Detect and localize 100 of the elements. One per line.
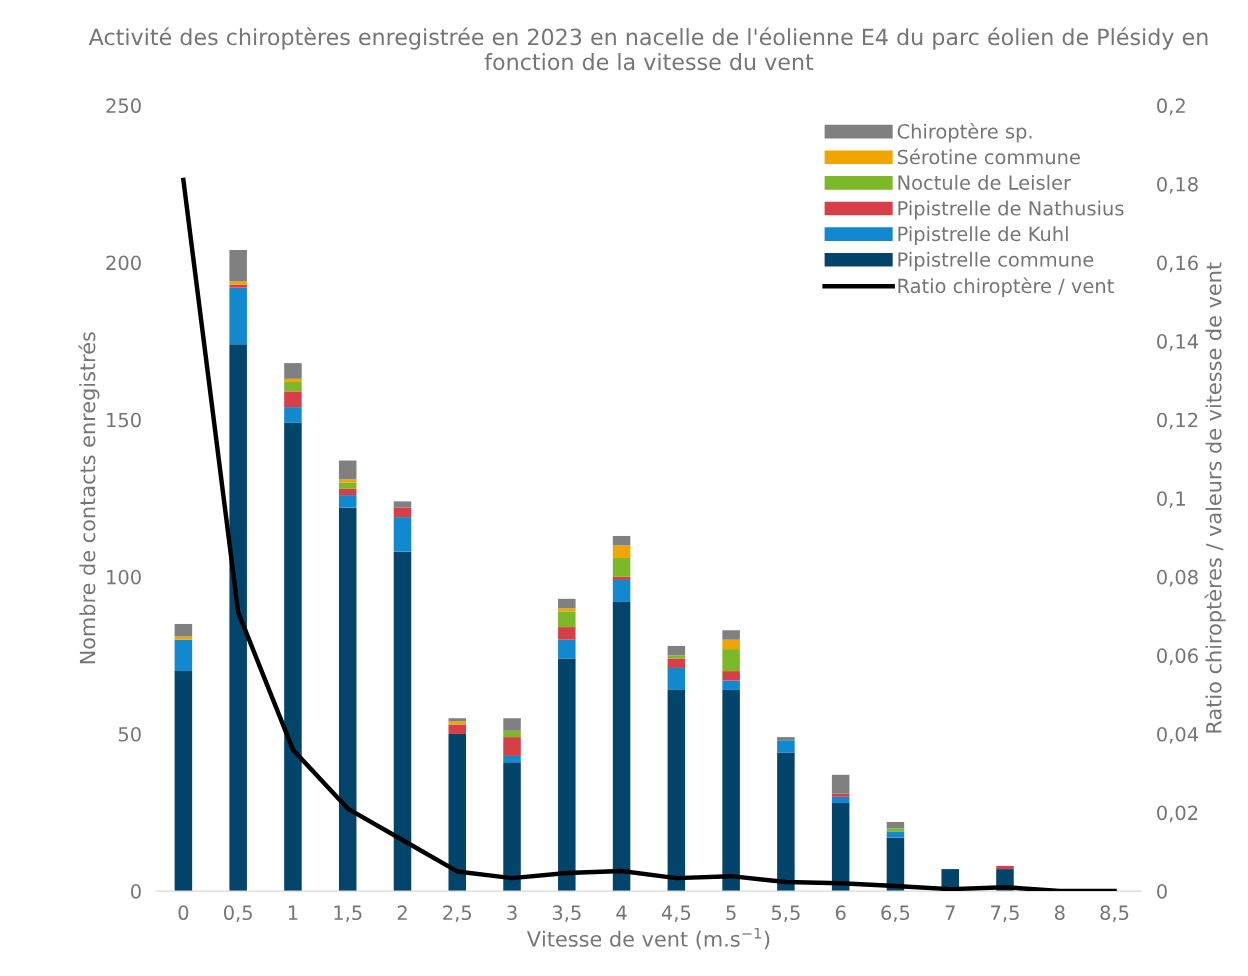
x-tick-label: 1 [288, 905, 298, 920]
bar [558, 598, 576, 609]
x-tick-label: 7 [945, 905, 955, 920]
x-tick-label: 8 [1054, 905, 1065, 921]
y2-tick-label: 0,2 [1157, 98, 1185, 116]
bar [448, 724, 467, 734]
bar [777, 737, 795, 741]
y2-tick-label: 0,06 [1157, 648, 1198, 666]
bar [503, 762, 521, 892]
bar [667, 667, 686, 690]
x-tick-label: 2 [397, 905, 407, 920]
bar [722, 689, 740, 892]
bar [338, 488, 357, 496]
bar [393, 551, 412, 892]
y2-tick-label: 0,02 [1157, 805, 1198, 823]
bar [393, 501, 412, 508]
y-tick-label: 150 [107, 412, 141, 428]
bar [667, 689, 686, 892]
bar [612, 545, 631, 558]
bar [886, 828, 905, 832]
chart-title: Activité des chiroptères enregistrée en 2023 en nacelle de l'éolienne E4 du parc éolien de Plésidy en fonction de la vitesse du vent [88, 27, 1208, 71]
bar [338, 507, 357, 892]
x-tick-label: 0,5 [223, 905, 252, 923]
bar [831, 803, 850, 892]
x-tick-label: 6,5 [881, 905, 910, 923]
bar [558, 639, 576, 659]
bar [886, 821, 905, 829]
bar [831, 793, 850, 797]
x-tick-label: 3,5 [552, 905, 581, 923]
y2-tick-label: 0,1 [1157, 491, 1185, 508]
bar [612, 557, 631, 577]
bar [338, 495, 357, 508]
bar [448, 733, 467, 892]
bar [777, 740, 795, 753]
y-tick-label: 0 [131, 884, 141, 899]
bar [174, 636, 193, 640]
bar [831, 796, 850, 804]
legend-label: Pipistrelle de Kuhl [898, 226, 1068, 245]
bar [284, 378, 302, 382]
bar [722, 671, 740, 681]
x-tick-label: 8,5 [1100, 905, 1129, 923]
bar [667, 645, 686, 656]
bar [174, 639, 193, 672]
y2-tick-label: 0,12 [1157, 412, 1198, 430]
y2-axis-title: Ratio chiroptères / valeurs de vitesse de vent [1204, 262, 1226, 733]
legend-label: Pipistrelle commune [898, 251, 1094, 271]
y-tick-label: 250 [106, 98, 141, 114]
x-tick-label: 5 [726, 905, 736, 921]
bar [722, 630, 740, 640]
x-tick-label: 4 [616, 905, 627, 920]
bar [558, 611, 576, 628]
x-tick-label: 5,5 [771, 905, 800, 923]
bar [229, 287, 247, 345]
y2-tick-label: 0,18 [1157, 176, 1198, 194]
bar [612, 579, 631, 602]
x-axis-title: Vitesse de vent (m.s$^{−1}$) [526, 927, 770, 950]
legend-label: Pipistrelle de Nathusius [898, 200, 1124, 220]
bar [229, 344, 247, 892]
bar [886, 831, 905, 838]
bar [722, 649, 740, 672]
bar [393, 517, 412, 552]
x-tick-label: 2,5 [443, 905, 472, 923]
bar [612, 535, 631, 546]
y2-tick-label: 0,16 [1157, 255, 1198, 273]
y2-tick-label: 0 [1157, 884, 1167, 899]
legend-label: Ratio chiroptère / vent [898, 277, 1114, 298]
legend-label: Sérotine commune [897, 148, 1080, 165]
bar [667, 655, 686, 659]
bar [831, 774, 850, 794]
y-tick-label: 50 [118, 726, 141, 742]
x-tick-label: 4,5 [661, 905, 691, 923]
legend-label: Noctule de Leisler [898, 174, 1072, 190]
bar [229, 249, 247, 282]
y2-tick-label: 0,04 [1157, 726, 1199, 744]
bar [338, 460, 357, 480]
y-tick-label: 100 [107, 569, 141, 585]
bar [777, 752, 795, 892]
x-tick-label: 7,5 [991, 905, 1019, 923]
bar [338, 482, 357, 489]
bar [503, 718, 521, 731]
bar [284, 391, 302, 408]
bar [558, 658, 576, 892]
bar [284, 381, 302, 392]
bar [667, 658, 686, 668]
bar [503, 737, 521, 756]
bar [558, 627, 576, 640]
bar [284, 407, 302, 423]
bar [722, 680, 740, 690]
legend-label: Chiroptère sp. [897, 122, 1032, 143]
y-tick-label: 200 [106, 255, 141, 271]
bar [503, 755, 521, 763]
x-tick-label: 1,5 [334, 905, 362, 923]
bar [338, 479, 357, 483]
x-tick-label: 3 [507, 905, 517, 921]
bar [174, 623, 193, 637]
bar [174, 671, 193, 892]
y2-tick-label: 0,14 [1157, 334, 1199, 351]
x-tick-label: 0 [178, 905, 189, 921]
bar [612, 601, 631, 892]
bar [722, 639, 740, 650]
